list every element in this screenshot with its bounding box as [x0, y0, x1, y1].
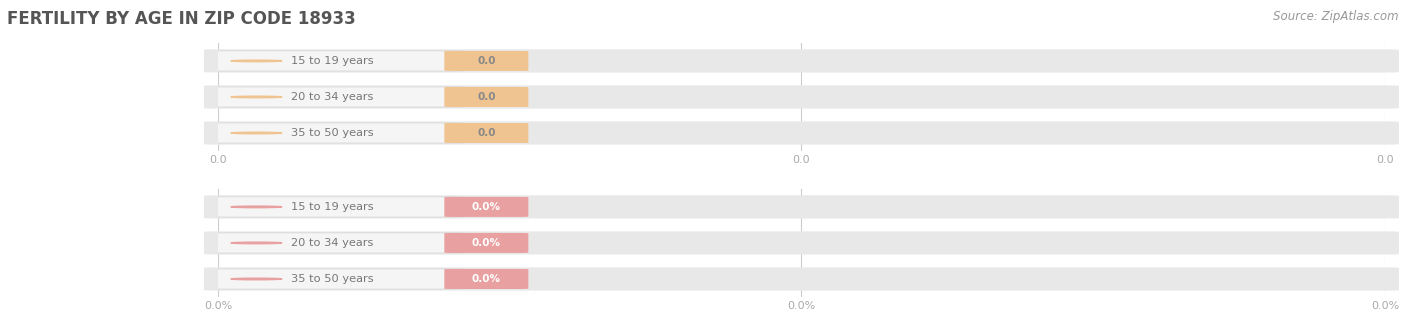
FancyBboxPatch shape	[208, 51, 463, 71]
FancyBboxPatch shape	[444, 197, 529, 217]
Text: 20 to 34 years: 20 to 34 years	[291, 238, 374, 248]
Text: 0.0: 0.0	[477, 56, 495, 66]
FancyBboxPatch shape	[204, 195, 1399, 218]
Circle shape	[231, 206, 283, 208]
Text: 35 to 50 years: 35 to 50 years	[291, 128, 374, 138]
FancyBboxPatch shape	[204, 49, 1399, 73]
FancyBboxPatch shape	[208, 123, 463, 143]
FancyBboxPatch shape	[444, 51, 529, 71]
FancyBboxPatch shape	[444, 233, 529, 253]
Circle shape	[231, 96, 283, 98]
FancyBboxPatch shape	[208, 87, 463, 107]
Text: 15 to 19 years: 15 to 19 years	[291, 56, 374, 66]
FancyBboxPatch shape	[444, 269, 529, 289]
Text: 0.0: 0.0	[477, 92, 495, 102]
FancyBboxPatch shape	[204, 121, 1399, 145]
Text: 20 to 34 years: 20 to 34 years	[291, 92, 374, 102]
FancyBboxPatch shape	[444, 87, 529, 107]
Circle shape	[231, 60, 283, 62]
FancyBboxPatch shape	[204, 231, 1399, 254]
FancyBboxPatch shape	[208, 269, 463, 289]
Text: 0.0: 0.0	[477, 128, 495, 138]
Circle shape	[231, 242, 283, 244]
Text: 15 to 19 years: 15 to 19 years	[291, 202, 374, 212]
Text: FERTILITY BY AGE IN ZIP CODE 18933: FERTILITY BY AGE IN ZIP CODE 18933	[7, 10, 356, 28]
FancyBboxPatch shape	[208, 197, 463, 217]
Circle shape	[231, 278, 283, 280]
Circle shape	[231, 132, 283, 134]
FancyBboxPatch shape	[204, 85, 1399, 109]
Text: Source: ZipAtlas.com: Source: ZipAtlas.com	[1274, 10, 1399, 23]
FancyBboxPatch shape	[444, 123, 529, 143]
Text: 0.0%: 0.0%	[472, 202, 501, 212]
FancyBboxPatch shape	[208, 233, 463, 253]
FancyBboxPatch shape	[204, 267, 1399, 291]
Text: 0.0%: 0.0%	[472, 274, 501, 284]
Text: 0.0%: 0.0%	[472, 238, 501, 248]
Text: 35 to 50 years: 35 to 50 years	[291, 274, 374, 284]
